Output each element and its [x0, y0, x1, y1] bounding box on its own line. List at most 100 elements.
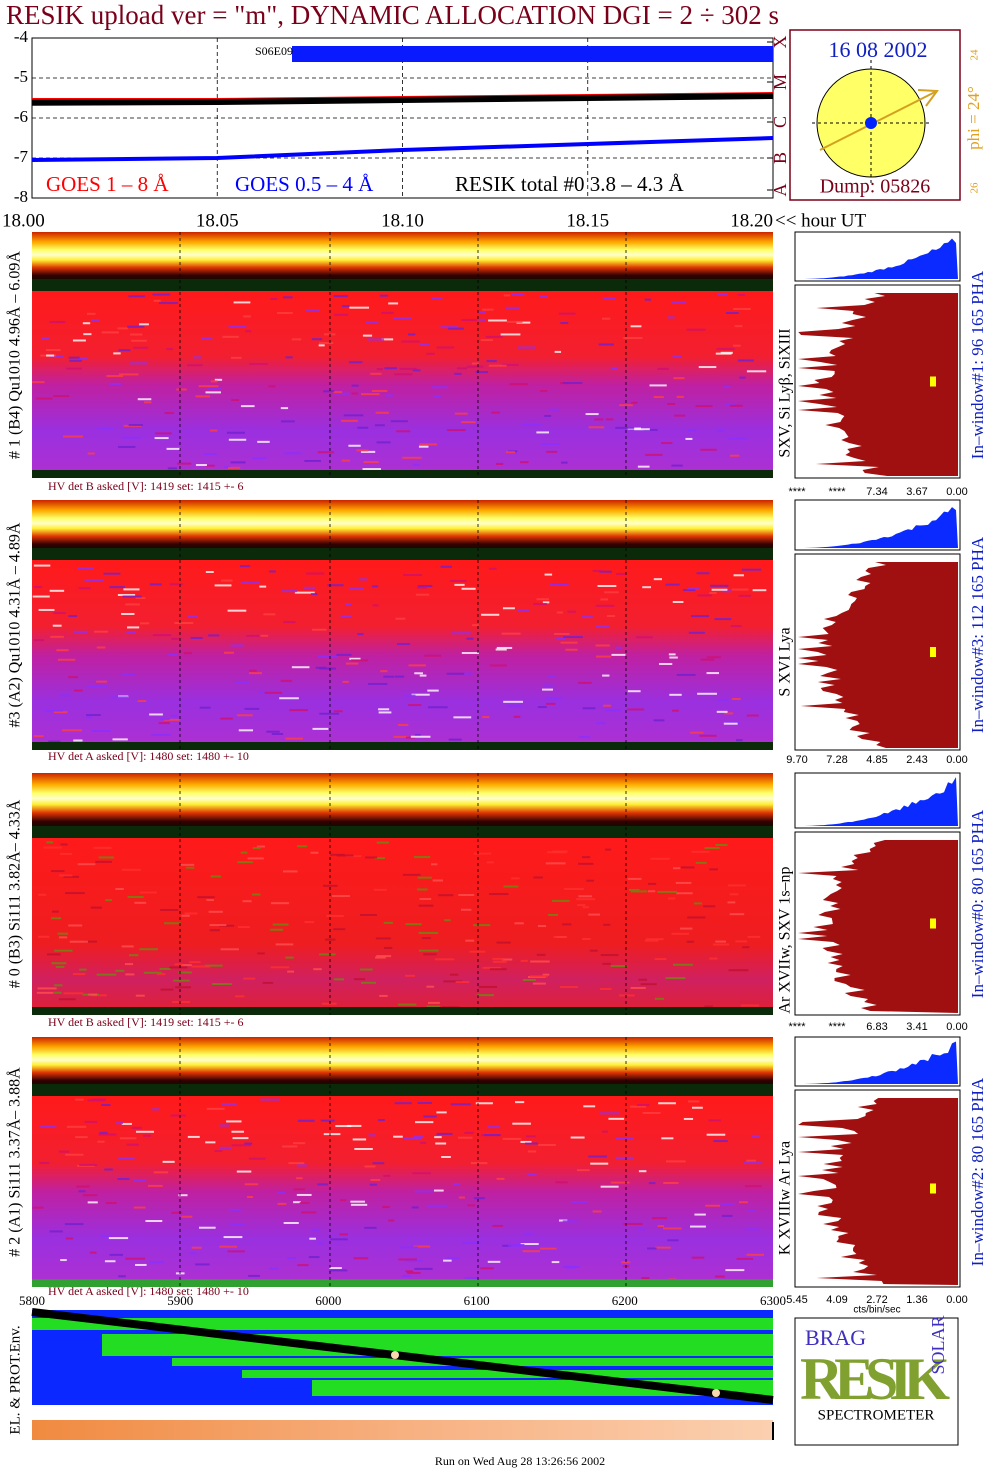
- spectrogram-cell: [349, 657, 361, 660]
- spectrogram-cell: [376, 955, 392, 958]
- spectrogram-cell: [533, 603, 547, 606]
- spectrogram-cell: [135, 994, 145, 997]
- spectrogram-cell: [597, 585, 617, 588]
- spectrogram-cell: [333, 978, 345, 981]
- spectrogram-cell: [86, 714, 101, 717]
- spectrogram-cell: [143, 1134, 152, 1137]
- spectrogram-cell: [496, 646, 513, 649]
- spectrogram-cell: [416, 586, 427, 589]
- spectrogram-cell: [751, 1134, 760, 1137]
- spectrogram-cell: [577, 904, 586, 907]
- spectrogram-cell: [688, 1100, 700, 1103]
- spectrogram-cell: [704, 847, 720, 850]
- spectrogram-cell: [214, 378, 223, 381]
- flare-class-label: C: [770, 116, 790, 128]
- spectrogram-cell: [731, 698, 741, 701]
- spectrogram-cell: [465, 939, 475, 942]
- spectrogram-cell: [536, 598, 550, 601]
- spectrogram-cell: [346, 1124, 362, 1127]
- spectrogram-cell: [691, 1106, 703, 1109]
- spectrogram-cell: [224, 466, 231, 469]
- spectrogram-cell: [280, 679, 293, 682]
- spectrogram-cell: [595, 722, 606, 725]
- spectrogram-cell: [249, 672, 263, 675]
- spectrogram-cell: [53, 711, 68, 714]
- spectrogram-cell: [590, 1162, 609, 1165]
- spectrogram-cell: [709, 591, 717, 594]
- spectrogram-cell: [713, 1140, 728, 1143]
- legend-entry: GOES 1 – 8 Å: [46, 172, 169, 196]
- spectrogram-cell: [189, 1252, 197, 1255]
- spectrogram-cell: [676, 395, 684, 398]
- spectrogram-cell: [159, 967, 171, 970]
- spectrogram-cell: [50, 870, 65, 873]
- spectrogram-cell: [709, 957, 718, 960]
- hist-tick-label: 0.00: [946, 754, 967, 766]
- spectrogram-cell: [293, 1142, 306, 1145]
- spectrogram-cell: [731, 588, 749, 591]
- spectrogram-cell: [191, 965, 211, 968]
- spectrogram-cell: [341, 419, 358, 422]
- spectrogram-cell: [555, 1181, 568, 1184]
- spectrogram-cell: [358, 578, 367, 581]
- spectrogram-cell: [478, 985, 498, 988]
- spectrogram-cell: [130, 333, 143, 336]
- spectrogram-cell: [105, 899, 112, 902]
- spectrogram-cell: [427, 689, 439, 692]
- spectrogram-cell: [86, 685, 107, 688]
- spectrogram-cell: [417, 876, 432, 879]
- spectrogram-cell: [578, 735, 591, 738]
- spectrogram-cell: [119, 373, 139, 376]
- spectrogram-cell: [342, 680, 349, 683]
- spectrogram-cell: [69, 940, 88, 943]
- spectrogram-cell: [696, 572, 710, 575]
- spectrogram-cell: [262, 981, 274, 984]
- spectrogram-cell: [693, 902, 703, 905]
- spectrogram-cell: [242, 900, 252, 903]
- spectrogram-cell: [478, 310, 486, 313]
- spectrogram-cell: [394, 675, 405, 678]
- spectrogram-cell: [582, 707, 596, 710]
- spectrogram-cell: [35, 397, 53, 400]
- spectrogram-cell: [297, 845, 308, 848]
- spectrogram-cell: [697, 594, 713, 597]
- spectrogram-cell: [128, 295, 145, 298]
- spectrogram-cell: [311, 1228, 320, 1231]
- spectrogram-cell: [308, 1256, 320, 1259]
- spectrogram-cell: [134, 901, 147, 904]
- hist-tick-label: 0.00: [946, 1294, 967, 1306]
- spectrogram-cell: [695, 861, 707, 864]
- spectrogram-cell: [333, 295, 348, 298]
- spectrogram-cell: [558, 312, 576, 315]
- spectrogram-cell: [461, 1241, 481, 1244]
- spectrogram-cell: [545, 702, 556, 705]
- spectrogram-cell: [357, 426, 369, 429]
- spectrogram-cell: [402, 456, 422, 459]
- spectrogram-cell: [561, 461, 568, 464]
- spectrogram-cell: [475, 371, 489, 374]
- spectrogram-cell: [94, 630, 109, 633]
- spectrogram-cell: [73, 689, 83, 692]
- spectrogram-cell: [602, 962, 612, 965]
- spectrogram-cell: [54, 949, 73, 952]
- spectrogram-cell: [72, 973, 86, 976]
- panel-label: # 2 (A1) Si111 3.37Å– 3.88Å: [6, 1067, 24, 1257]
- spectrogram-cell: [260, 1098, 280, 1101]
- spectrogram-cell: [252, 457, 267, 460]
- spectrum-marker: [930, 918, 936, 929]
- spectrogram-cell: [195, 464, 207, 467]
- spectrogram-cell: [667, 1239, 679, 1242]
- y-tick-label: -7: [14, 147, 29, 166]
- spectrogram-cell: [231, 1130, 244, 1133]
- spectrogram-cell: [88, 993, 98, 996]
- spectrogram-cell: [630, 1105, 647, 1108]
- spectrogram-cell: [583, 1105, 596, 1108]
- spectrogram-cell: [745, 1228, 760, 1231]
- sun-scale: 24: [969, 49, 981, 61]
- spectrogram-cell: [645, 938, 664, 941]
- bottom-label: EL. & PROT.Env.: [7, 1325, 23, 1434]
- spectrogram-cell: [317, 1183, 329, 1186]
- spectrogram-cell: [545, 862, 566, 865]
- spectrogram-cell: [301, 1211, 317, 1214]
- spectrogram-cell: [501, 632, 521, 635]
